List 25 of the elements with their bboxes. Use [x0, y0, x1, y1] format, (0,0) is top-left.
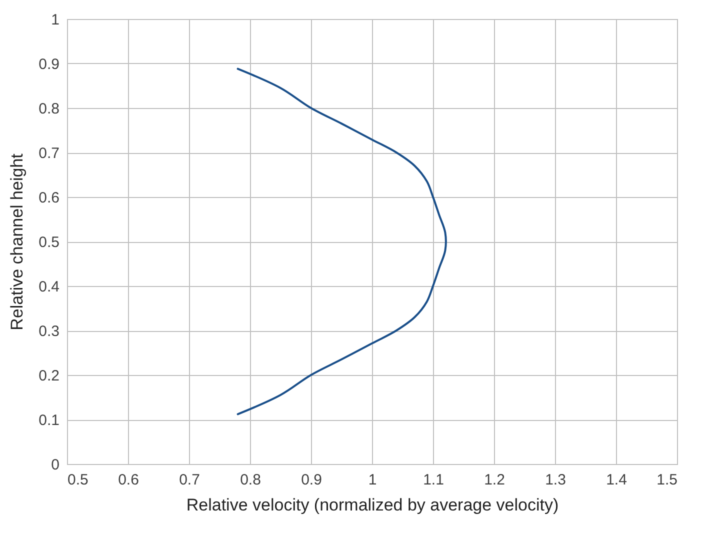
y-tick-label: 0.2	[38, 368, 60, 384]
y-tick-label: 1	[51, 12, 60, 28]
y-tick-label: 0.9	[38, 56, 60, 73]
x-tick-label: 1.5	[656, 472, 678, 488]
y-tick-label: 0.7	[38, 145, 60, 162]
x-tick-label: 0.8	[240, 472, 261, 488]
x-tick-label: 1.3	[545, 472, 566, 488]
x-tick-label: 1.2	[484, 472, 505, 488]
y-tick-label: 0.3	[38, 323, 60, 340]
line-series	[236, 68, 447, 416]
x-axis-title: Relative velocity (normalized by average velocity)	[186, 496, 559, 514]
x-tick-label: 1	[368, 472, 377, 488]
y-axis-title: Relative channel height	[8, 153, 27, 330]
y-tick-label: 0.4	[38, 278, 60, 296]
x-tick-label: 0.7	[179, 472, 200, 488]
x-tick-label: 0.9	[301, 472, 322, 488]
x-tick-label: 0.6	[118, 472, 139, 488]
y-tick-label: 0.5	[38, 234, 60, 251]
y-tick-label: 0.8	[38, 100, 60, 118]
y-tick-label: 0	[51, 456, 60, 474]
x-tick-label: 0.5	[68, 472, 88, 488]
x-tick-label: 1.4	[606, 472, 627, 488]
x-tick-label: 1.1	[423, 472, 444, 488]
y-tick-label: 0.6	[38, 190, 60, 206]
y-tick-label: 0.1	[38, 412, 60, 429]
